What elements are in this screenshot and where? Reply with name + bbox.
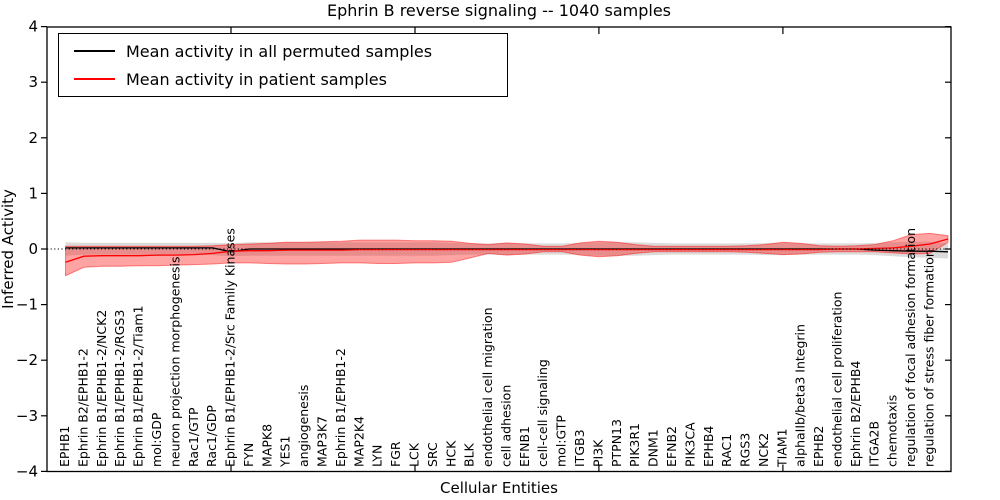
x-tick-label: PIK3R1	[627, 423, 642, 467]
x-tick-label: LCK	[407, 442, 422, 467]
x-axis-label: Cellular Entities	[440, 479, 558, 497]
permuted-line-swatch	[74, 50, 115, 52]
legend: Mean activity in all permuted samples Me…	[58, 33, 508, 97]
x-tick-label: Rac1/GDP	[204, 405, 219, 467]
x-tick-label: Ephrin B1/EPHB1-2	[333, 348, 348, 467]
y-tick-label: 4	[28, 18, 38, 36]
x-tick-label: mol:GTP	[554, 415, 569, 467]
chart-title: Ephrin B reverse signaling -- 1040 sampl…	[327, 1, 671, 20]
x-tick-label: NCK2	[756, 433, 771, 467]
x-tick-label: Ephrin B1/EPHB1-2/NCK2	[94, 310, 109, 467]
x-tick-label: endothelial cell migration	[480, 307, 495, 467]
x-tick-label: mol:GDP	[149, 412, 164, 467]
y-tick-label: −2	[16, 351, 38, 369]
y-tick-label: −1	[16, 296, 38, 314]
x-tick-label: PTPN13	[609, 419, 624, 467]
patient-mean-line	[65, 238, 949, 263]
x-tick-label: PIK3CA	[682, 422, 697, 467]
y-tick-label: 1	[28, 184, 38, 202]
x-tick-label: MAPK8	[259, 424, 274, 467]
x-tick-label: Ephrin B1/EPHB1-2/Src Family Kinases	[223, 228, 238, 467]
x-tick-label: ITGB3	[572, 429, 587, 467]
x-tick-label: FYN	[241, 443, 256, 467]
x-tick-label: ITGA2B	[866, 421, 881, 467]
y-tick-label: 2	[28, 129, 38, 147]
legend-item-permuted: Mean activity in all permuted samples	[59, 42, 507, 61]
x-tick-label: BLK	[462, 442, 477, 467]
y-axis-label: Inferred Activity	[0, 189, 17, 309]
patient-band	[65, 232, 949, 277]
x-tick-label: chemotaxis	[885, 395, 900, 467]
y-tick-label: −4	[16, 462, 38, 480]
x-tick-label: Ephrin B2/EPHB1-2	[75, 348, 90, 467]
x-tick-label: Ephrin B1/EPHB1-2/Tiam1	[131, 305, 146, 467]
x-tick-label: EFNB2	[664, 426, 679, 467]
y-tick-label: 0	[28, 240, 38, 258]
x-tick-label: TIAM1	[774, 428, 789, 468]
x-tick-label: endothelial cell proliferation	[830, 292, 845, 467]
legend-label-patient: Mean activity in patient samples	[126, 69, 387, 89]
x-tick-label: DNM1	[646, 429, 661, 467]
x-tick-label: MAP3K7	[315, 416, 330, 467]
x-tick-label: EFNB1	[517, 426, 532, 467]
x-tick-label: MAP2K4	[351, 416, 366, 467]
x-tick-label: EPHB2	[811, 426, 826, 467]
x-tick-label: FGR	[388, 441, 403, 467]
x-tick-label: LYN	[370, 445, 385, 467]
y-tick-label: −3	[16, 407, 38, 425]
x-tick-label: EPHB4	[701, 426, 716, 467]
x-tick-label: SRC	[425, 442, 440, 467]
patient-line-swatch	[74, 78, 115, 80]
x-tick-label: HCK	[443, 440, 458, 467]
x-tick-label: Ephrin B2/EPHB4	[848, 361, 863, 467]
x-tick-label: PI3K	[590, 439, 605, 467]
x-tick-label: Rac1/GTP	[186, 407, 201, 467]
x-tick-label: RGS3	[738, 433, 753, 467]
legend-item-patient: Mean activity in patient samples	[59, 70, 507, 89]
y-tick-label: 3	[28, 73, 38, 91]
x-tick-label: RAC1	[719, 434, 734, 467]
x-tick-label: regulation of stress fiber formation	[922, 249, 937, 467]
x-tick-label: Ephrin B1/EPHB1-2/RGS3	[112, 310, 127, 467]
x-tick-label: EPHB1	[57, 426, 72, 467]
x-tick-label: YES1	[278, 436, 293, 468]
x-tick-label: neuron projection morphogenesis	[167, 256, 182, 467]
x-tick-label: alphaIIb/beta3 Integrin	[793, 324, 808, 467]
legend-label-permuted: Mean activity in all permuted samples	[126, 41, 433, 61]
x-tick-label: angiogenesis	[296, 385, 311, 467]
x-tick-label: regulation of focal adhesion formation	[903, 228, 918, 467]
x-tick-label: cell adhesion	[498, 385, 513, 467]
x-tick-label: cell-cell signaling	[535, 359, 550, 467]
